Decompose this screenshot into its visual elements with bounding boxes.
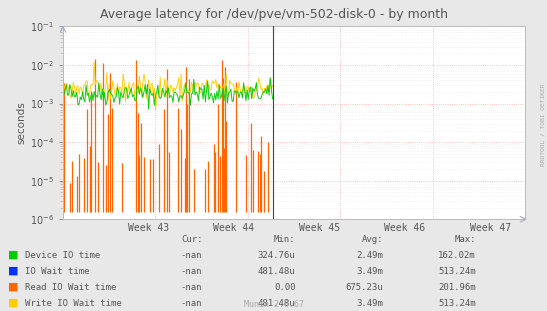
Text: ■: ■ [8,249,19,259]
Text: 513.24m: 513.24m [438,299,476,309]
Text: 513.24m: 513.24m [438,267,476,276]
Text: Munin 2.0.67: Munin 2.0.67 [243,300,304,309]
Text: 481.48u: 481.48u [258,299,295,309]
Text: 324.76u: 324.76u [258,251,295,260]
Text: 3.49m: 3.49m [356,299,383,309]
Text: Week 44: Week 44 [213,223,254,233]
Text: RRDTOOL / TOBI OETIKER: RRDTOOL / TOBI OETIKER [541,83,546,166]
Text: Device IO time: Device IO time [25,251,100,260]
Text: 162.02m: 162.02m [438,251,476,260]
Text: Avg:: Avg: [362,235,383,244]
Text: Read IO Wait time: Read IO Wait time [25,283,116,292]
Text: Week 47: Week 47 [470,223,511,233]
Text: Max:: Max: [455,235,476,244]
Text: 481.48u: 481.48u [258,267,295,276]
Text: Week 43: Week 43 [128,223,169,233]
Text: Min:: Min: [274,235,295,244]
Text: Cur:: Cur: [181,235,202,244]
Text: ■: ■ [8,266,19,276]
Text: ■: ■ [8,298,19,308]
Text: 675.23u: 675.23u [345,283,383,292]
Text: ■: ■ [8,282,19,292]
Text: Average latency for /dev/pve/vm-502-disk-0 - by month: Average latency for /dev/pve/vm-502-disk… [100,8,447,21]
Text: -nan: -nan [181,299,202,309]
Text: Write IO Wait time: Write IO Wait time [25,299,121,309]
Text: 3.49m: 3.49m [356,267,383,276]
Text: -nan: -nan [181,251,202,260]
Text: -nan: -nan [181,267,202,276]
Text: IO Wait time: IO Wait time [25,267,89,276]
Y-axis label: seconds: seconds [17,101,27,144]
Text: 2.49m: 2.49m [356,251,383,260]
Text: -nan: -nan [181,283,202,292]
Text: 0.00: 0.00 [274,283,295,292]
Text: 201.96m: 201.96m [438,283,476,292]
Text: Week 46: Week 46 [385,223,426,233]
Text: Week 45: Week 45 [299,223,340,233]
